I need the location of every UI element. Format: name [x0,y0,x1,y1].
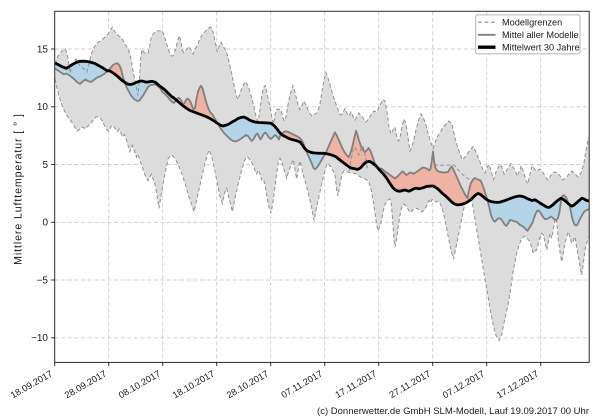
svg-text:Modellgrenzen: Modellgrenzen [502,17,562,27]
svg-text:−5: −5 [37,275,49,286]
svg-text:Mittlere Lufttemperatur [ ° ]: Mittlere Lufttemperatur [ ° ] [13,113,25,265]
svg-text:Mittel aller Modelle: Mittel aller Modelle [502,30,579,40]
svg-text:(c) Donnerwetter.de GmbH SLM-M: (c) Donnerwetter.de GmbH SLM-Modell, Lau… [317,406,589,417]
svg-text:15: 15 [37,44,49,55]
svg-text:Mittelwert 30 Jahre: Mittelwert 30 Jahre [502,42,580,52]
svg-text:10: 10 [37,102,49,113]
svg-text:0: 0 [42,218,48,229]
svg-text:5: 5 [42,160,48,171]
svg-text:−10: −10 [31,333,48,344]
